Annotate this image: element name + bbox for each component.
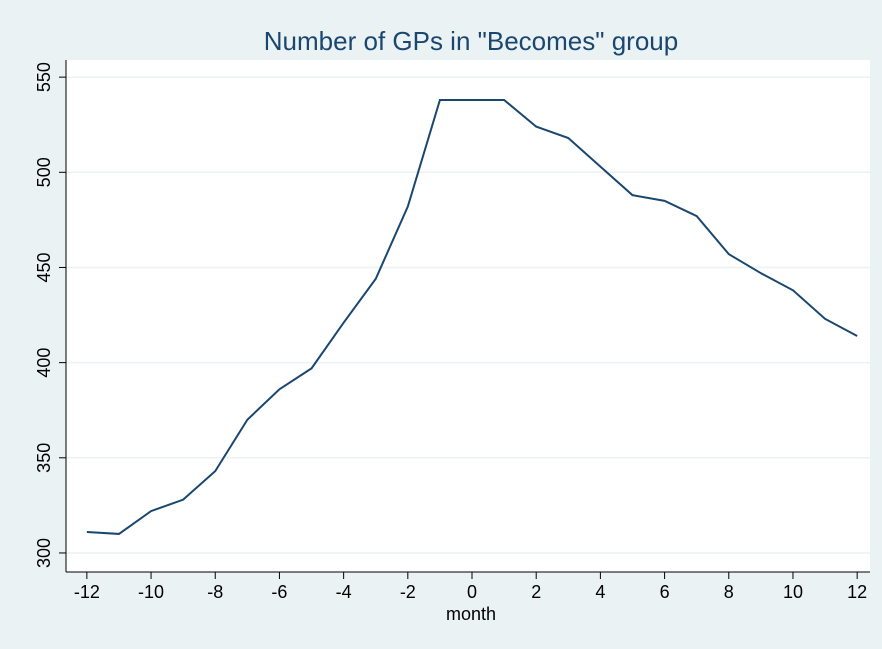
y-tick-label: 500 [34, 157, 54, 187]
chart-title: Number of GPs in "Becomes" group [264, 26, 678, 56]
y-tick-label: 550 [34, 62, 54, 92]
x-axis-label: month [446, 604, 496, 624]
x-tick-label: 10 [783, 582, 803, 602]
plot-area [66, 60, 870, 572]
x-tick-label: -6 [271, 582, 287, 602]
data-line [86, 98, 858, 535]
x-tick-label: 12 [847, 582, 867, 602]
y-tick-label: 450 [34, 252, 54, 282]
x-tick-label: 2 [531, 582, 541, 602]
y-tick-label: 400 [34, 348, 54, 378]
y-tick-label: 350 [34, 443, 54, 473]
x-tick-label: -4 [336, 582, 352, 602]
x-tick-label: -10 [138, 582, 164, 602]
x-tick-label: -2 [400, 582, 416, 602]
x-tick-label: -8 [207, 582, 223, 602]
x-tick-label: 8 [724, 582, 734, 602]
x-tick-label: -12 [74, 582, 100, 602]
x-tick-label: 0 [467, 582, 477, 602]
x-tick-label: 6 [660, 582, 670, 602]
x-tick-label: 4 [595, 582, 605, 602]
y-tick-label: 300 [34, 538, 54, 568]
